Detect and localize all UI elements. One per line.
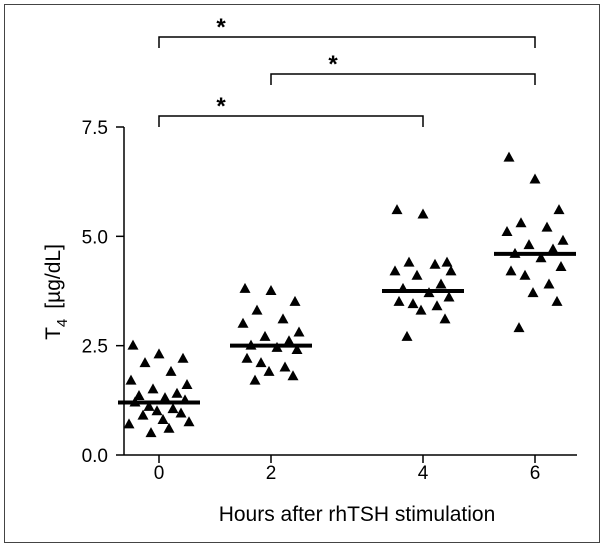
y-axis-title-subscript: 4	[54, 319, 71, 327]
data-point-triangle	[503, 151, 515, 162]
data-point-triangle	[151, 405, 163, 416]
data-point-triangle	[431, 300, 443, 311]
data-point-triangle	[289, 295, 301, 306]
data-point-triangle	[139, 357, 151, 368]
data-point-triangle	[255, 357, 267, 368]
data-point-triangle	[145, 427, 157, 438]
x-ticks: 0 2 4 6	[154, 455, 541, 484]
data-point-triangle	[127, 339, 139, 350]
x-axis-title: Hours after rhTSH stimulation	[219, 503, 496, 526]
data-point-triangle	[137, 409, 149, 420]
data-point-triangle	[411, 269, 423, 280]
data-point-triangle	[125, 374, 137, 385]
data-point-triangle	[389, 265, 401, 276]
data-point-triangle	[547, 243, 559, 254]
significance-brackets: * * *	[158, 14, 536, 127]
data-point-triangle	[157, 414, 169, 425]
x-tick-label: 4	[418, 463, 429, 484]
significance-bracket	[158, 115, 424, 127]
data-point-triangle	[251, 304, 263, 315]
data-point-triangle	[259, 330, 271, 341]
data-point-triangle	[171, 387, 183, 398]
data-point-triangle	[541, 221, 553, 232]
data-point-triangle	[441, 256, 453, 267]
data-point-triangle	[239, 282, 251, 293]
data-point-triangle	[535, 252, 547, 263]
data-point-triangle	[283, 335, 295, 346]
data-point-triangle	[143, 400, 155, 411]
data-point-triangle	[391, 204, 403, 215]
data-point-triangle	[133, 389, 145, 400]
data-point-triangle	[293, 326, 305, 337]
x-tick-label: 0	[154, 463, 165, 484]
data-point-triangle	[123, 418, 135, 429]
data-point-triangle	[553, 204, 565, 215]
data-point-triangle	[277, 313, 289, 324]
y-tick-label: 2.5	[82, 337, 108, 358]
data-point-triangle	[181, 379, 193, 390]
significance-star: *	[328, 51, 338, 78]
data-point-triangle	[519, 269, 531, 280]
y-ticks: 0.0 2.5 5.0 7.5	[82, 118, 124, 467]
data-point-triangle	[177, 352, 189, 363]
significance-bracket	[270, 73, 536, 85]
data-point-triangle	[555, 260, 567, 271]
data-point-triangle	[165, 365, 177, 376]
data-point-triangle	[287, 370, 299, 381]
data-point-triangle	[403, 256, 415, 267]
significance-bracket	[158, 36, 536, 48]
data-point-triangle	[435, 278, 447, 289]
figure-frame	[4, 4, 600, 543]
significance-star: *	[216, 14, 226, 41]
x-tick-label: 6	[530, 463, 541, 484]
data-point-triangle	[417, 208, 429, 219]
data-point-triangle	[249, 374, 261, 385]
data-point-triangle	[529, 173, 541, 184]
data-point-triangle	[183, 416, 195, 427]
y-tick-label: 7.5	[82, 118, 108, 139]
data-point-triangle	[153, 348, 165, 359]
data-point-triangle	[523, 239, 535, 250]
data-point-triangle	[279, 361, 291, 372]
data-point-triangle	[163, 422, 175, 433]
data-point-triangle	[543, 278, 555, 289]
data-point-triangle	[527, 287, 539, 298]
data-point-triangle	[443, 291, 455, 302]
y-axis-title-base: T	[42, 327, 65, 340]
data-point-triangle	[515, 217, 527, 228]
data-point-triangle	[415, 304, 427, 315]
y-axis-title-unit: [µg/dL]	[42, 244, 65, 309]
data-point-triangle	[429, 258, 441, 269]
data-point-triangle	[241, 352, 253, 363]
data-point-triangle	[401, 330, 413, 341]
data-point-triangle	[445, 265, 457, 276]
data-point-triangle	[167, 403, 179, 414]
y-axis-title: T4 [µg/dL]	[42, 244, 71, 340]
data-point-triangle	[393, 295, 405, 306]
data-point-triangle	[551, 295, 563, 306]
y-tick-label: 0.0	[82, 446, 108, 467]
data-point-triangle	[263, 365, 275, 376]
data-point-triangle	[513, 322, 525, 333]
data-point-triangle	[159, 392, 171, 403]
significance-star: *	[216, 93, 226, 120]
data-point-triangle	[557, 234, 569, 245]
median-lines	[118, 251, 576, 405]
data-point-triangle	[439, 313, 451, 324]
y-tick-label: 5.0	[82, 227, 108, 248]
data-point-triangle	[291, 344, 303, 355]
data-point-triangle	[175, 407, 187, 418]
x-tick-label: 2	[266, 463, 277, 484]
axes	[123, 127, 577, 456]
data-point-triangle	[505, 265, 517, 276]
data-point-triangle	[501, 225, 513, 236]
data-point-triangle	[147, 383, 159, 394]
data-points	[123, 151, 569, 438]
data-point-triangle	[265, 285, 277, 295]
data-point-triangle	[407, 298, 419, 309]
data-point-triangle	[237, 317, 249, 328]
